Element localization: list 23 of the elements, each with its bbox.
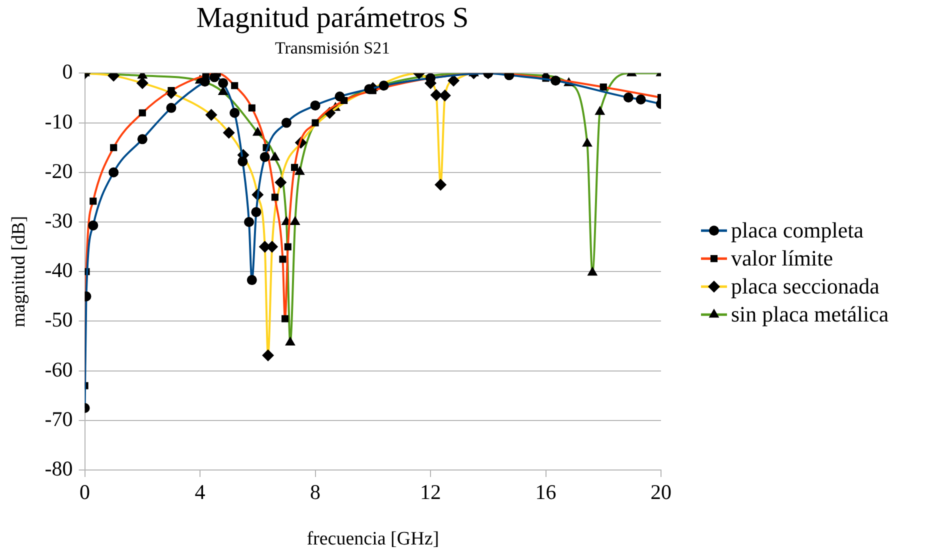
x-tick-label: 12 [420, 480, 442, 504]
x-tick-label: 8 [310, 480, 321, 504]
x-tick-label: 16 [535, 480, 556, 504]
y-tick-label: 0 [62, 60, 73, 84]
legend-label: placa completa [731, 217, 864, 242]
legend-label: sin placa metálica [731, 301, 889, 326]
chart-subtitle: Transmisión S21 [274, 38, 390, 58]
x-tick-label: 0 [80, 480, 90, 504]
y-axis-title: magnitud [dB] [8, 216, 30, 328]
y-tick-label: -50 [44, 308, 73, 332]
x-axis-title: frecuencia [GHz] [306, 528, 440, 550]
x-tick-label: 4 [194, 480, 206, 504]
y-tick-label: -70 [44, 406, 73, 431]
y-tick-label: -10 [44, 109, 73, 134]
x-tick-label: 20 [650, 480, 672, 504]
y-tick-label: -80 [44, 456, 73, 481]
legend-label: placa seccionada [731, 273, 880, 298]
y-tick-label: -40 [44, 258, 73, 282]
y-tick-label: -60 [44, 357, 73, 382]
legend-label: valor límite [731, 245, 834, 270]
chart-title: Magnitud parámetros S [196, 2, 469, 34]
y-tick-label: -30 [44, 208, 73, 233]
y-tick-label: -20 [44, 158, 73, 183]
